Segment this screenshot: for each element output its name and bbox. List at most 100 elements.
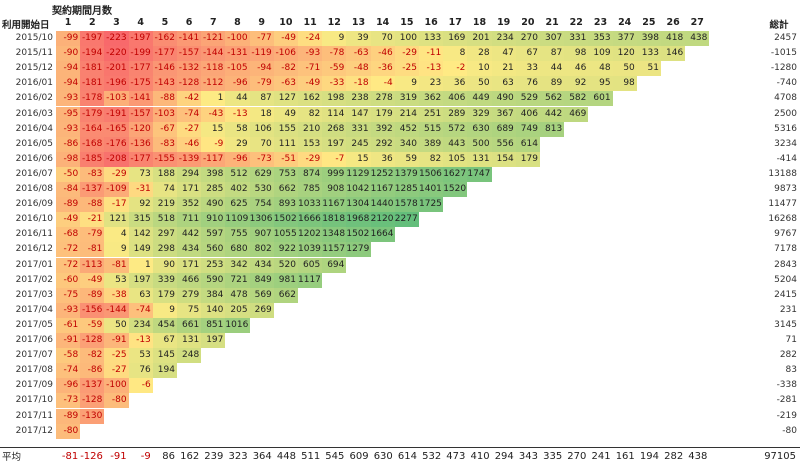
cohort-cell: 114 [322,106,347,122]
cohort-cell: 18 [249,106,274,122]
cohort-cell: -220 [104,46,129,62]
average-value: 630 [373,451,393,462]
cohort-cell: -208 [104,151,129,167]
cohort-cell: 560 [201,242,226,258]
cohort-cell: 922 [273,242,298,258]
cohort-cell: 21 [491,61,516,77]
cohort-cell: 449 [467,91,492,107]
row-start-date: 2015/12 [15,63,53,74]
cohort-cell: 813 [540,121,565,137]
row-total: -740 [776,78,797,89]
cohort-cell: -96 [225,76,250,92]
row-total: 83 [785,365,797,376]
cohort-cell: 478 [225,287,250,303]
cohort-cell: 268 [322,121,347,137]
cohort-cell: -91 [56,333,81,349]
cohort-cell: -48 [346,61,371,77]
cohort-cell: 87 [540,46,565,62]
cohort-cell: 331 [564,31,589,47]
cohort-cell: -42 [177,91,202,107]
average-value: -9 [140,451,151,462]
cohort-cell: 9 [104,242,129,258]
cohort-cell: -77 [249,31,274,47]
cohort-cell: -128 [80,393,105,409]
cohort-cell: 270 [515,31,540,47]
cohort-cell: 406 [515,106,540,122]
cohort-cell: -63 [346,46,371,62]
cohort-cell: 1129 [346,166,371,182]
cohort-cell: -106 [273,46,298,62]
cohort-cell: 438 [685,31,710,47]
cohort-cell: 100 [394,31,419,47]
cohort-cell: -79 [80,227,105,243]
cohort-cell: -100 [225,31,250,47]
average-value: 323 [228,451,248,462]
cohort-cell: 512 [225,166,250,182]
row-start-date: 2017/01 [15,259,53,270]
cohort-cell: -197 [128,31,153,47]
cohort-cell: -80 [104,393,129,409]
cohort-cell: 70 [370,31,395,47]
cohort-cell: 297 [152,227,177,243]
row-total: 11477 [768,199,797,210]
cohort-cell: 874 [298,166,323,182]
month-header-18: 18 [472,17,487,28]
cohort-cell: 1117 [298,272,323,288]
row-start-date: 2017/06 [15,335,53,345]
cohort-cell: 154 [491,151,516,167]
cohort-cell: 1039 [298,242,323,258]
cohort-cell: -194 [80,46,105,62]
cohort-cell: -59 [322,61,347,77]
cohort-cell: -72 [56,242,81,258]
cohort-cell: -2 [443,61,468,77]
cohort-cell: -46 [177,136,202,152]
cohort-cell: 340 [394,136,419,152]
month-header-9: 9 [258,17,265,28]
month-header-21: 21 [545,17,559,28]
cohort-cell: 171 [177,257,202,273]
cohort-cell: -74 [177,106,202,122]
row-total: 3234 [774,138,797,149]
cohort-cell: 1502 [346,227,371,243]
cohort-cell: 179 [152,287,177,303]
cohort-cell: 1167 [322,197,347,213]
cohort-cell: 210 [298,121,323,137]
cohort-cell: 133 [636,46,661,62]
cohort-cell: 590 [201,272,226,288]
average-value: 270 [567,451,587,462]
cohort-cell: 289 [443,106,468,122]
row-total: 16268 [768,214,797,225]
average-value: -91 [110,451,127,462]
row-start-date: 2016/07 [15,168,53,179]
average-value: 194 [639,451,659,462]
month-header-26: 26 [666,17,680,28]
cohort-cell: 398 [201,166,226,182]
cohort-cell: -88 [80,197,105,213]
cohort-cell: 278 [370,91,395,107]
cohort-cell: -137 [80,378,105,394]
cohort-cell: 661 [177,317,202,333]
cohort-cell: -157 [177,46,202,62]
cohort-cell: 434 [249,257,274,273]
cohort-cell: -79 [249,76,274,92]
cohort-cell: 1 [201,91,226,107]
average-value: 161 [615,451,635,462]
cohort-cell: 15 [201,121,226,137]
average-value: 532 [422,451,442,462]
month-header-11: 11 [303,17,317,28]
row-start-date: 2016/05 [15,138,53,149]
cohort-cell: -156 [80,302,105,318]
average-value: 410 [470,451,490,462]
cohort-cell: -109 [104,182,129,198]
average-value: 162 [180,451,200,462]
cohort-cell: -24 [298,31,323,47]
month-header-7: 7 [209,17,217,28]
row-start-date: 2017/12 [15,425,53,436]
cohort-cell: 1968 [346,212,371,228]
cohort-cell: -118 [201,61,226,77]
cohort-cell: 147 [346,106,371,122]
cohort-cell: -13 [419,61,444,77]
cohort-cell: 82 [298,106,323,122]
row-total: 2843 [774,259,797,270]
cohort-cell: 44 [225,91,250,107]
